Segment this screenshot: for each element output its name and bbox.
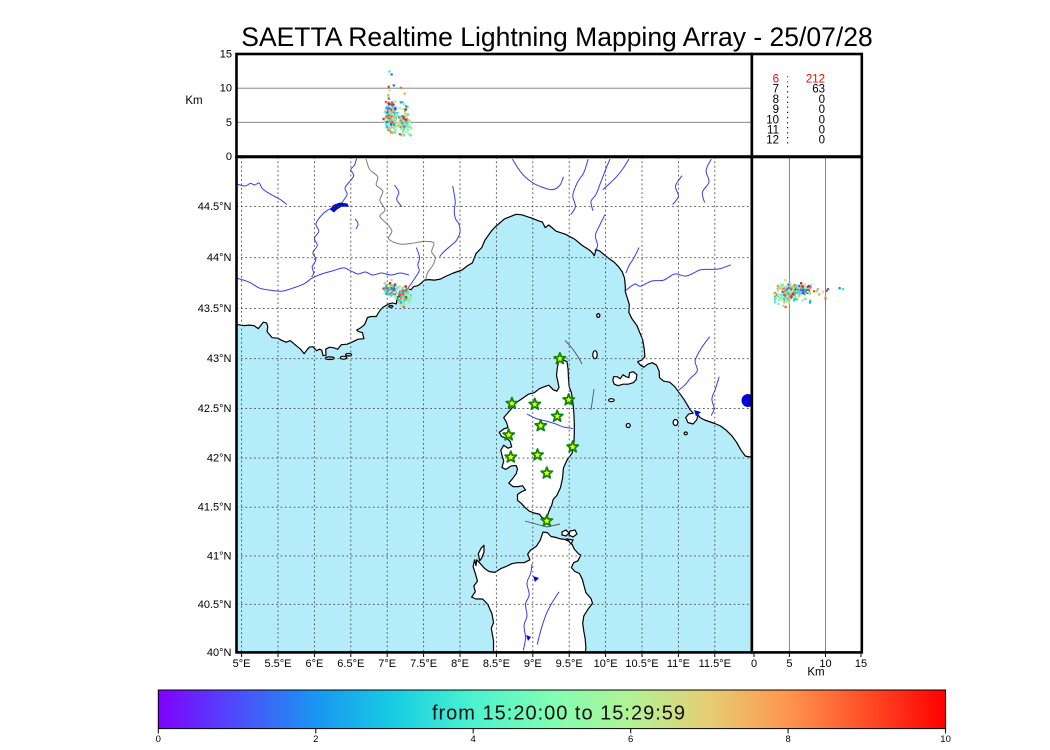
svg-text:43.5°N: 43.5°N bbox=[198, 303, 232, 315]
svg-text:212: 212 bbox=[806, 74, 825, 86]
svg-text:5°E: 5°E bbox=[233, 658, 251, 670]
svg-text::: : bbox=[786, 135, 789, 147]
svg-text:43°N: 43°N bbox=[207, 353, 232, 365]
svg-text:15: 15 bbox=[220, 49, 232, 61]
svg-text:6°E: 6°E bbox=[305, 658, 323, 670]
svg-text::: : bbox=[786, 114, 789, 126]
svg-text:0: 0 bbox=[226, 151, 232, 163]
svg-text:2: 2 bbox=[313, 734, 318, 745]
svg-text:10°E: 10°E bbox=[594, 658, 618, 670]
svg-text:9: 9 bbox=[773, 104, 779, 116]
svg-text:15: 15 bbox=[855, 658, 867, 670]
svg-text::: : bbox=[786, 84, 789, 96]
svg-text:0: 0 bbox=[819, 135, 825, 147]
svg-text:6: 6 bbox=[628, 734, 633, 745]
svg-text:44°N: 44°N bbox=[207, 252, 232, 264]
svg-text:6.5°E: 6.5°E bbox=[337, 658, 364, 670]
svg-text:42.5°N: 42.5°N bbox=[198, 403, 232, 415]
svg-text:from 15:20:00 to 15:29:59: from 15:20:00 to 15:29:59 bbox=[432, 703, 686, 725]
svg-text:7: 7 bbox=[773, 84, 779, 96]
svg-text::: : bbox=[786, 74, 789, 86]
svg-text:11°E: 11°E bbox=[667, 658, 690, 670]
svg-text:41°N: 41°N bbox=[207, 550, 232, 562]
svg-text:8: 8 bbox=[773, 94, 779, 106]
svg-text:41.5°N: 41.5°N bbox=[198, 502, 232, 514]
svg-text:7.5°E: 7.5°E bbox=[410, 658, 437, 670]
svg-text:42°N: 42°N bbox=[207, 453, 232, 465]
svg-text:9°E: 9°E bbox=[524, 658, 542, 670]
svg-text:10: 10 bbox=[940, 734, 951, 745]
svg-text:0: 0 bbox=[156, 734, 161, 745]
svg-text:4: 4 bbox=[471, 734, 476, 745]
svg-text:8: 8 bbox=[785, 734, 790, 745]
svg-text:10: 10 bbox=[766, 114, 779, 126]
svg-text:7°E: 7°E bbox=[378, 658, 396, 670]
svg-text:0: 0 bbox=[819, 125, 825, 137]
svg-text:SAETTA Realtime Lightning Mapp: SAETTA Realtime Lightning Mapping Array … bbox=[241, 22, 872, 52]
svg-text:40°N: 40°N bbox=[207, 647, 232, 659]
svg-text:11.5°E: 11.5°E bbox=[699, 658, 731, 670]
svg-text::: : bbox=[786, 125, 789, 137]
svg-text:Km: Km bbox=[185, 95, 202, 107]
svg-text:0: 0 bbox=[751, 658, 757, 670]
svg-text:0: 0 bbox=[819, 94, 825, 106]
svg-text:12: 12 bbox=[766, 135, 779, 147]
svg-text:Km: Km bbox=[807, 667, 824, 679]
svg-text:10.5°E: 10.5°E bbox=[625, 658, 658, 670]
svg-text:10: 10 bbox=[819, 658, 831, 670]
svg-text:5.5°E: 5.5°E bbox=[264, 658, 291, 670]
svg-text:8.5°E: 8.5°E bbox=[483, 658, 510, 670]
svg-text:9.5°E: 9.5°E bbox=[556, 658, 583, 670]
svg-text:44.5°N: 44.5°N bbox=[198, 201, 232, 213]
svg-text:10: 10 bbox=[220, 83, 232, 95]
svg-text:40.5°N: 40.5°N bbox=[198, 599, 232, 611]
svg-text:8°E: 8°E bbox=[451, 658, 469, 670]
svg-text:6: 6 bbox=[773, 74, 779, 86]
svg-text:0: 0 bbox=[819, 114, 825, 126]
svg-text:0: 0 bbox=[819, 104, 825, 116]
svg-text:5: 5 bbox=[786, 658, 792, 670]
svg-text:5: 5 bbox=[226, 117, 232, 129]
svg-text::: : bbox=[786, 104, 789, 116]
svg-text:63: 63 bbox=[812, 84, 825, 96]
svg-text:11: 11 bbox=[767, 125, 779, 137]
svg-text::: : bbox=[786, 94, 789, 106]
